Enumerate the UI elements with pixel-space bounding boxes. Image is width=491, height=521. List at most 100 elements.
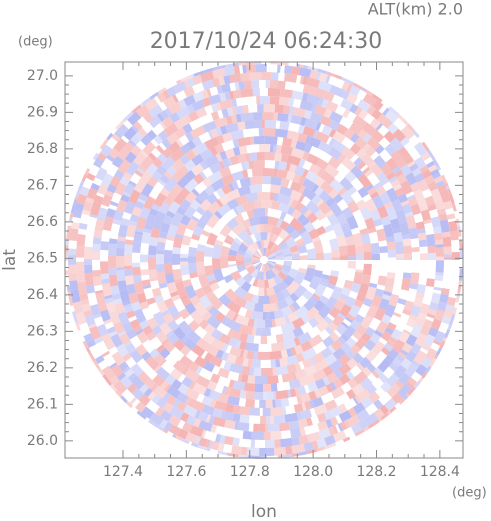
echo-cell: [225, 122, 239, 134]
echo-cell: [154, 294, 164, 304]
echo-cell: [244, 120, 255, 130]
echo-cell: [173, 116, 189, 130]
echo-cell: [244, 382, 256, 392]
echo-cell: [150, 138, 159, 148]
echo-cell: [281, 372, 294, 383]
echo-cell: [297, 132, 308, 143]
echo-cell: [263, 239, 270, 249]
echo-cell: [225, 234, 235, 243]
echo-cell: [423, 318, 434, 328]
echo-cell: [217, 109, 224, 119]
echo-cell: [286, 280, 300, 295]
echo-cell: [149, 348, 160, 359]
echo-cell: [140, 269, 149, 276]
echo-cell: [121, 217, 130, 224]
echo-cell: [357, 99, 371, 112]
echo-cell: [242, 64, 247, 74]
echo-cell: [80, 299, 90, 306]
echo-cell: [171, 379, 183, 390]
echo-cell: [281, 288, 291, 299]
echo-cell: [414, 332, 428, 347]
echo-cell: [314, 389, 322, 399]
echo-cell: [318, 190, 332, 203]
echo-cell: [163, 177, 178, 193]
echo-cell: [376, 320, 389, 334]
echo-cell: [253, 262, 262, 269]
echo-cell: [430, 216, 441, 228]
echo-cell: [308, 163, 321, 175]
echo-cell: [195, 365, 203, 375]
echo-cell: [359, 228, 369, 236]
echo-cell: [261, 367, 274, 377]
echo-cell: [200, 209, 214, 223]
echo-cell: [285, 171, 296, 181]
echo-cell: [252, 207, 266, 217]
echo-cell: [421, 342, 431, 352]
echo-cell: [124, 265, 133, 270]
echo-cell: [333, 300, 345, 311]
echo-cell: [364, 326, 376, 337]
echo-cell: [201, 284, 213, 295]
echo-cell: [208, 279, 217, 286]
echo-cell: [283, 260, 292, 267]
echo-cell: [117, 372, 126, 381]
echo-cell: [65, 251, 69, 256]
echo-cell: [368, 282, 378, 289]
echo-cell: [406, 318, 417, 328]
echo-cell: [159, 286, 172, 301]
echo-cell: [427, 245, 436, 254]
echo-cell: [407, 196, 418, 207]
echo-cell: [259, 407, 263, 416]
echo-cell: [340, 98, 354, 111]
echo-cell: [192, 225, 204, 237]
echo-cell: [354, 106, 363, 117]
echo-cell: [361, 274, 371, 285]
echo-cell: [219, 92, 227, 102]
echo-cell: [235, 339, 242, 349]
echo-cell: [251, 310, 263, 320]
echo-cell: [172, 94, 179, 103]
echo-cell: [338, 79, 345, 89]
echo-cell: [435, 247, 444, 257]
echo-cell: [335, 323, 348, 336]
echo-cell: [113, 298, 123, 305]
echo-cell: [93, 230, 103, 239]
echo-cell: [176, 187, 191, 201]
echo-cell: [442, 236, 452, 247]
echo-cell: [218, 194, 230, 206]
echo-cell: [247, 285, 257, 295]
echo-cell: [312, 239, 324, 254]
echo-cell: [405, 381, 414, 389]
echo-cell: [124, 239, 134, 245]
echo-cell: [106, 326, 116, 334]
echo-cell: [113, 138, 127, 153]
echo-cell: [144, 223, 154, 231]
echo-cell: [100, 261, 109, 275]
echo-cell: [345, 316, 354, 324]
echo-cell: [247, 455, 260, 459]
echo-cell: [288, 379, 302, 390]
echo-cell: [137, 127, 148, 138]
echo-cell: [302, 178, 316, 191]
echo-cell: [311, 194, 322, 205]
echo-cell: [263, 127, 276, 137]
echo-cell: [297, 124, 305, 134]
echo-cell: [304, 135, 312, 145]
echo-cell: [356, 148, 367, 160]
echo-cell: [299, 252, 308, 256]
echo-cell: [151, 147, 162, 158]
echo-cell: [313, 313, 324, 324]
echo-cell: [435, 180, 445, 188]
echo-cell: [324, 353, 338, 366]
echo-cell: [224, 403, 235, 413]
echo-cell: [150, 280, 160, 290]
echo-cell: [212, 416, 226, 428]
echo-cell: [376, 228, 387, 242]
echo-cell: [443, 200, 453, 210]
echo-cell: [303, 143, 313, 154]
echo-cell: [143, 287, 153, 294]
echo-cell: [372, 195, 385, 209]
echo-cell: [92, 276, 102, 286]
echo-cell: [206, 193, 218, 205]
echo-cell: [124, 306, 134, 314]
